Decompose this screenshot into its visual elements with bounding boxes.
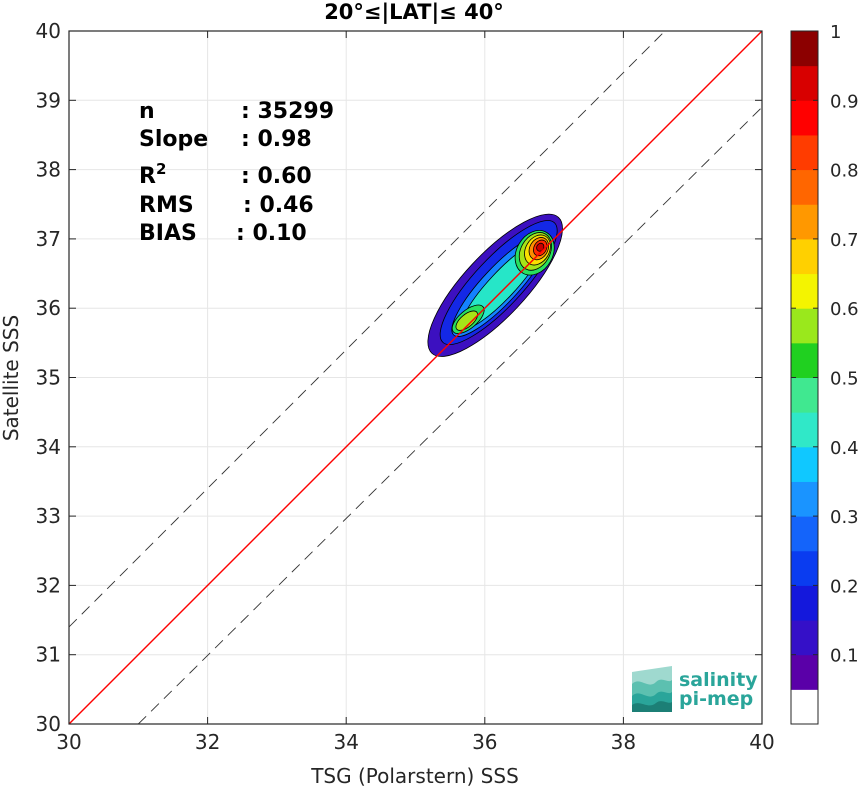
y-tick-label: 31 — [36, 643, 61, 667]
colorbar-swatch — [791, 31, 818, 67]
y-axis-ticks: 30 31 32 33 34 35 36 37 38 39 40 — [36, 19, 762, 736]
colorbar-swatch — [791, 342, 818, 378]
y-tick-label: 35 — [36, 366, 61, 390]
colorbar-swatch — [791, 273, 818, 309]
salinity-pi-mep-logo: salinity pi-mep — [632, 666, 758, 712]
stat-label: Slope — [139, 127, 208, 152]
colorbar-tick-label: 0.1 — [830, 646, 858, 667]
colorbar-swatch — [791, 65, 818, 101]
x-tick-label: 32 — [195, 730, 220, 754]
stat-value: : 0.98 — [241, 127, 312, 152]
colorbar-swatch — [791, 238, 818, 275]
colorbar-tick-label: 0.4 — [830, 438, 858, 459]
y-tick-label: 38 — [36, 158, 61, 182]
colorbar-tick-label: 0.9 — [830, 91, 858, 112]
colorbar-tick-label: 0.3 — [830, 507, 858, 528]
colorbar-swatch — [791, 689, 818, 725]
stat-label: n — [139, 99, 155, 124]
y-axis-title: Satellite SSS — [0, 315, 23, 441]
contour-level — [455, 310, 479, 331]
grid-lines — [68, 30, 763, 725]
stat-value: : 0.10 — [236, 221, 307, 246]
x-tick-label: 30 — [56, 730, 81, 754]
colorbar-swatch — [791, 585, 818, 621]
y-tick-label: 39 — [36, 88, 61, 112]
colorbar-swatch — [791, 481, 818, 517]
colorbar-swatch — [791, 204, 818, 240]
regression-line — [69, 31, 762, 724]
y-tick-label: 34 — [36, 435, 61, 459]
stat-label: BIAS — [139, 221, 197, 246]
colorbar-tick-label: 0.8 — [830, 161, 858, 182]
colorbar-swatch — [791, 412, 818, 448]
colorbar-tick-label: 1 — [830, 22, 841, 43]
colorbar-tick-label: 0.2 — [830, 576, 858, 597]
x-tick-label: 34 — [333, 730, 358, 754]
colorbar-swatch — [791, 377, 818, 413]
y-tick-label: 30 — [36, 712, 61, 736]
y-tick-label: 37 — [36, 227, 61, 251]
density-contours — [427, 213, 563, 357]
colorbar-swatch — [791, 446, 818, 482]
logo-line2: pi-mep — [679, 688, 753, 710]
logo-line1: salinity — [679, 669, 758, 691]
colorbar-swatch — [791, 516, 818, 552]
colorbar-swatch — [791, 134, 818, 171]
reference-lines — [69, 31, 762, 724]
minus-one-line — [137, 106, 762, 724]
colorbar-tick-label: 0.5 — [830, 369, 858, 390]
x-axis-title: TSG (Polarstern) SSS — [310, 764, 519, 788]
x-tick-label: 36 — [472, 730, 497, 754]
colorbar-tick-label: 0.7 — [830, 230, 858, 251]
colorbar-swatch — [791, 550, 818, 586]
y-tick-label: 36 — [36, 296, 61, 320]
colorbar-swatch — [791, 654, 818, 690]
colorbar-swatch — [791, 100, 818, 136]
stat-value: : 0.46 — [243, 193, 314, 218]
waves-icon — [632, 666, 672, 712]
x-tick-label: 40 — [749, 730, 774, 754]
plus-one-line — [69, 31, 666, 628]
colorbar-swatch — [791, 308, 818, 344]
chart-title: 20°≤|LAT|≤ 40° — [324, 0, 504, 25]
colorbar-swatch — [791, 620, 818, 656]
y-tick-label: 32 — [36, 573, 61, 597]
colorbar-swatch — [791, 169, 818, 205]
colorbar: 0.1 0.2 0.3 0.4 0.5 0.6 0.7 0.8 0.9 1 — [790, 22, 858, 725]
stat-value: : 35299 — [241, 99, 334, 124]
y-tick-label: 40 — [36, 19, 61, 43]
x-axis-ticks: 30 32 34 36 38 40 — [56, 31, 775, 754]
y-tick-label: 33 — [36, 504, 61, 528]
colorbar-tick-label: 0.6 — [830, 299, 858, 320]
x-tick-label: 38 — [611, 730, 636, 754]
stat-label: RMS — [139, 193, 194, 218]
stat-value: : 0.60 — [241, 164, 312, 189]
